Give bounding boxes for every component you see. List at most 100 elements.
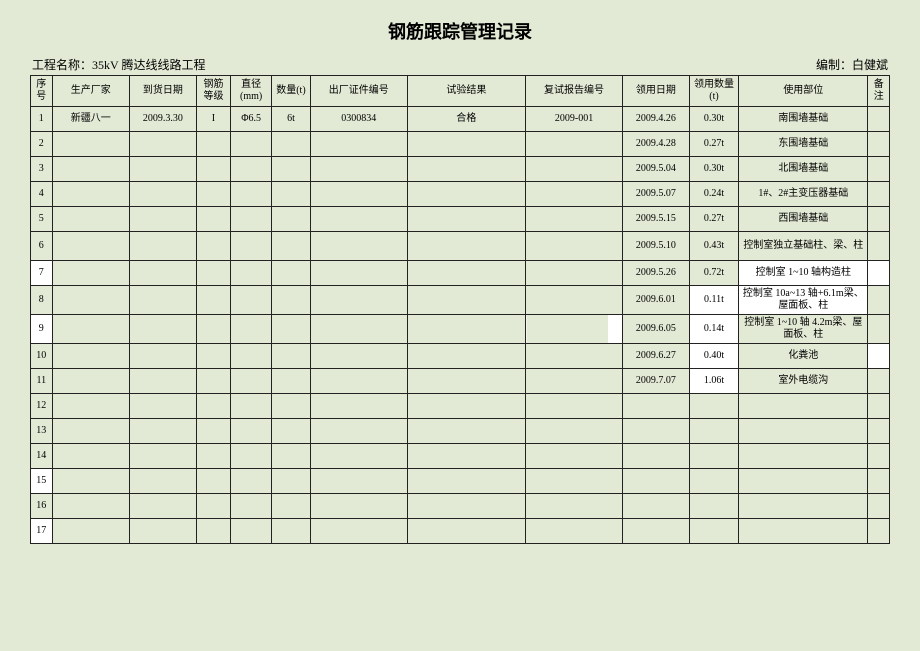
cell-qty [272,419,311,444]
cell-arrive [130,182,197,207]
col-test: 试验结果 [407,76,525,107]
cell-note [868,315,890,344]
cell-use_date [622,394,689,419]
cell-use_qty: 0.14t [689,315,739,344]
cell-use_date [622,469,689,494]
cell-arrive [130,444,197,469]
cell-cert [310,494,407,519]
cell-seq: 9 [31,315,53,344]
col-note: 备注 [868,76,890,107]
cell-cert [310,519,407,544]
cell-part: 南围墙基础 [739,107,868,132]
cell-use_date: 2009.5.15 [622,207,689,232]
cell-use_date: 2009.6.05 [622,315,689,344]
cell-use_qty: 0.24t [689,182,739,207]
cell-qty [272,344,311,369]
cell-use_date [622,444,689,469]
cell-use_qty: 0.30t [689,157,739,182]
cell-test [407,261,525,286]
table-row: 15 [31,469,890,494]
cell-mfr [52,286,130,315]
table-row: 102009.6.270.40t化粪池 [31,344,890,369]
table-row: 13 [31,419,890,444]
cell-part [739,419,868,444]
cell-test: 合格 [407,107,525,132]
cell-note [868,494,890,519]
table-row: 112009.7.071.06t室外电缆沟 [31,369,890,394]
cell-seq: 7 [31,261,53,286]
cell-grade [196,344,230,369]
cell-seq: 2 [31,132,53,157]
cell-qty [272,494,311,519]
cell-mfr [52,207,130,232]
cell-part: 东围墙基础 [739,132,868,157]
project-label: 工程名称： [32,58,92,72]
cell-part: 室外电缆沟 [739,369,868,394]
cell-part: 控制室独立基础柱、梁、柱 [739,232,868,261]
cell-test [407,344,525,369]
cell-qty [272,261,311,286]
cell-mfr [52,369,130,394]
tracking-table: 序号 生产厂家 到货日期 钢筋等级 直径(mm) 数量(t) 出厂证件编号 试验… [30,75,890,544]
cell-qty [272,232,311,261]
table-row: 16 [31,494,890,519]
cell-mfr [52,232,130,261]
cell-grade [196,182,230,207]
cell-grade [196,157,230,182]
cell-mfr [52,519,130,544]
cell-note [868,369,890,394]
cell-dia [231,519,272,544]
cell-part: 控制室 10a~13 轴+6.1m梁、屋面板、柱 [739,286,868,315]
cell-note [868,207,890,232]
cell-part [739,444,868,469]
table-row: 92009.6.050.14t控制室 1~10 轴 4.2m梁、屋面板、柱 [31,315,890,344]
cell-seq: 17 [31,519,53,544]
cell-test [407,419,525,444]
cell-use_qty: 0.43t [689,232,739,261]
cell-use_qty: 0.27t [689,132,739,157]
cell-use_qty: 0.72t [689,261,739,286]
cell-report [526,369,623,394]
cell-test [407,132,525,157]
cell-note [868,132,890,157]
cell-cert [310,469,407,494]
cell-grade [196,207,230,232]
cell-use_date: 2009.6.01 [622,286,689,315]
project-value: 35kV 腾达线线路工程 [92,58,205,72]
cell-use_qty: 0.11t [689,286,739,315]
cell-mfr [52,132,130,157]
cell-dia [231,232,272,261]
project-name: 工程名称：35kV 腾达线线路工程 [32,56,205,73]
cell-seq: 14 [31,444,53,469]
cell-arrive [130,369,197,394]
cell-mfr [52,182,130,207]
cell-grade [196,494,230,519]
cell-use_date: 2009.5.04 [622,157,689,182]
cell-cert [310,344,407,369]
cell-seq: 3 [31,157,53,182]
cell-report [526,419,623,444]
cell-arrive [130,419,197,444]
cell-grade [196,519,230,544]
cell-dia [231,444,272,469]
cell-dia [231,394,272,419]
meta-row: 工程名称：35kV 腾达线线路工程 编制：白健斌 [30,56,890,73]
cell-use_date: 2009.4.26 [622,107,689,132]
cell-arrive [130,207,197,232]
cell-report [526,182,623,207]
cell-arrive [130,261,197,286]
cell-report [526,344,623,369]
cell-test [407,232,525,261]
cell-use_date: 2009.5.10 [622,232,689,261]
cell-test [407,157,525,182]
cell-seq: 8 [31,286,53,315]
cell-grade [196,232,230,261]
cell-cert [310,132,407,157]
cell-report [526,207,623,232]
cell-seq: 15 [31,469,53,494]
cell-note [868,519,890,544]
cell-report: 2009-001 [526,107,623,132]
cell-report [526,469,623,494]
cell-cert [310,419,407,444]
cell-cert [310,182,407,207]
